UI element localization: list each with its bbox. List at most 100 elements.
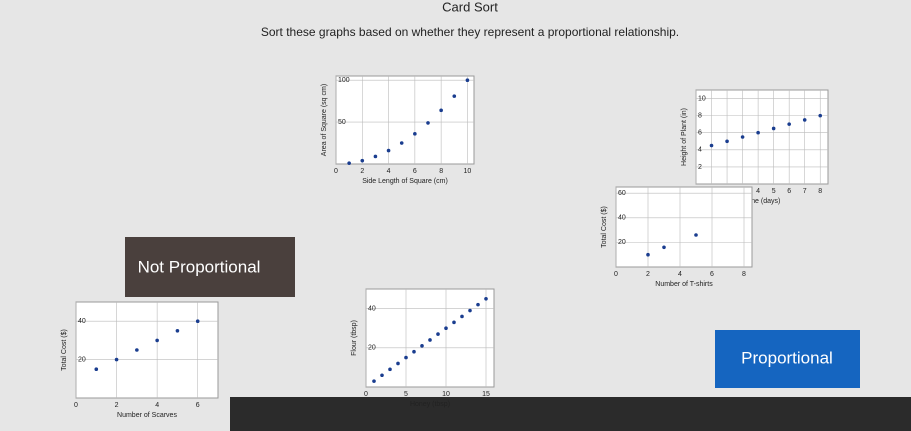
x-axis-label: Honey (tbsp) [410, 401, 450, 408]
data-point [709, 143, 714, 148]
data-point [439, 108, 443, 113]
data-point [94, 367, 99, 372]
data-point [484, 297, 488, 301]
bottom-bar [230, 397, 911, 431]
y-tick-label: 40 [78, 318, 86, 325]
y-tick-label: 40 [618, 215, 626, 222]
y-tick-label: 20 [78, 356, 86, 363]
drop-zone[interactable] [715, 330, 860, 388]
x-tick-label: 6 [413, 168, 417, 175]
x-tick-label: 10 [442, 391, 450, 398]
title: Card Sort [442, 0, 498, 14]
data-point [399, 141, 404, 145]
data-point [802, 118, 807, 122]
x-tick-label: 0 [364, 391, 368, 398]
x-tick-label: 2 [115, 402, 119, 409]
x-tick-label: 2 [360, 168, 364, 175]
y-tick-label: 4 [698, 147, 702, 154]
x-tick-label: 7 [803, 188, 807, 195]
x-tick-label: 5 [404, 391, 408, 398]
data-point [347, 161, 351, 165]
y-tick-label: 20 [618, 239, 626, 246]
data-point [360, 158, 365, 163]
data-point [114, 357, 119, 362]
y-axis-label: Area of Square (sq cm) [321, 84, 328, 156]
y-tick-label: 2 [698, 164, 702, 171]
y-axis-label: Flour (tbsp) [351, 320, 358, 356]
x-tick-label: 4 [678, 271, 682, 278]
x-tick-label: 8 [439, 168, 443, 175]
data-point [413, 132, 417, 136]
data-point [646, 252, 650, 257]
drop-zone-label: Proportional [741, 348, 833, 367]
drop-zone-label: Not Proportional [138, 257, 261, 276]
x-tick-label: 4 [387, 168, 391, 175]
data-point [195, 319, 200, 324]
graph-card[interactable]: 0 5 10 15 20 40 Honey (tbsp) Flour (tbsp) [351, 288, 495, 408]
data-point [426, 121, 430, 125]
data-point [460, 314, 464, 319]
x-tick-label: 8 [742, 271, 746, 278]
data-point [135, 348, 139, 352]
drop-zone[interactable] [125, 237, 295, 297]
data-point [468, 308, 472, 313]
data-point [818, 113, 823, 118]
data-point [771, 126, 776, 131]
x-axis-label: Number of T-shirts [655, 281, 713, 288]
x-tick-label: 15 [482, 391, 490, 398]
x-tick-label: 2 [646, 271, 650, 278]
instructions: Sort these graphs based on whether they … [261, 25, 679, 39]
x-tick-label: 10 [464, 168, 472, 175]
data-point [386, 148, 391, 153]
y-tick-label: 100 [338, 77, 350, 84]
y-tick-label: 8 [698, 112, 702, 119]
graph-card[interactable]: 0 2 4 6 20 40 Number of Scarves Total Cost ($) [61, 301, 219, 419]
plot-area [695, 89, 829, 185]
x-tick-label: 8 [818, 188, 822, 195]
data-point [740, 135, 745, 139]
data-point [404, 355, 408, 360]
x-axis-label: Number of Scarves [117, 412, 177, 419]
data-point [465, 78, 470, 82]
plot-area [335, 75, 475, 165]
x-tick-label: 6 [196, 402, 200, 409]
data-point [452, 94, 457, 98]
data-point [373, 154, 378, 159]
plot-area [365, 288, 495, 388]
x-tick-label: 0 [614, 271, 618, 278]
x-tick-label: 5 [772, 188, 776, 195]
data-point [436, 332, 440, 336]
graph-card[interactable]: 0 2 4 6 8 10 50 100 Side Length of Square (cm) Ar… [321, 75, 475, 185]
data-point [725, 139, 729, 144]
data-point [396, 361, 400, 366]
data-point [420, 344, 424, 348]
data-point [694, 233, 698, 237]
data-point [452, 320, 456, 325]
y-tick-label: 6 [698, 130, 702, 137]
x-axis-label: Time (days) [744, 198, 781, 205]
y-axis-label: Total Cost ($) [601, 206, 608, 248]
y-tick-label: 60 [618, 190, 626, 197]
data-point [380, 373, 384, 378]
y-tick-label: 10 [698, 95, 706, 102]
x-tick-label: 0 [74, 402, 78, 409]
y-tick-label: 20 [368, 345, 376, 352]
data-point [428, 338, 432, 342]
data-point [662, 245, 666, 250]
x-tick-label: 6 [710, 271, 714, 278]
data-point [372, 379, 376, 383]
x-tick-label: 4 [155, 402, 159, 409]
y-tick-label: 50 [338, 119, 346, 126]
graph-card[interactable]: 0 2 4 6 8 20 40 60 Number of T-shirts Total Cost … [601, 186, 753, 288]
y-axis-label: Total Cost ($) [61, 329, 68, 371]
data-point [476, 302, 480, 307]
plot-area [615, 186, 753, 268]
x-axis-label: Side Length of Square (cm) [362, 178, 448, 185]
plot-area [75, 301, 219, 399]
data-point [175, 329, 180, 333]
y-axis-label: Height of Plant (in) [681, 108, 688, 166]
graph-card[interactable]: 012345678246810Time (days)Height of Plan… [681, 89, 829, 205]
x-tick-label: 0 [334, 168, 338, 175]
